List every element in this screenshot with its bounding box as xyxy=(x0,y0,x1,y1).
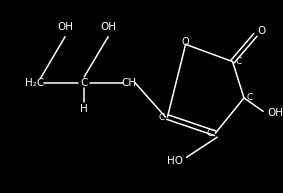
Text: CH: CH xyxy=(122,78,137,88)
Text: OH: OH xyxy=(100,22,116,32)
Text: O: O xyxy=(182,37,189,47)
Text: H: H xyxy=(80,104,88,114)
Text: C: C xyxy=(81,78,88,88)
Text: OH: OH xyxy=(267,108,283,118)
Text: OH: OH xyxy=(57,22,73,32)
Text: HO: HO xyxy=(167,156,183,166)
Text: C: C xyxy=(247,93,253,102)
Text: C: C xyxy=(158,113,165,122)
Text: O: O xyxy=(258,26,266,36)
Text: C: C xyxy=(235,57,242,66)
Text: H₂C: H₂C xyxy=(25,78,44,88)
Text: C: C xyxy=(206,129,213,138)
